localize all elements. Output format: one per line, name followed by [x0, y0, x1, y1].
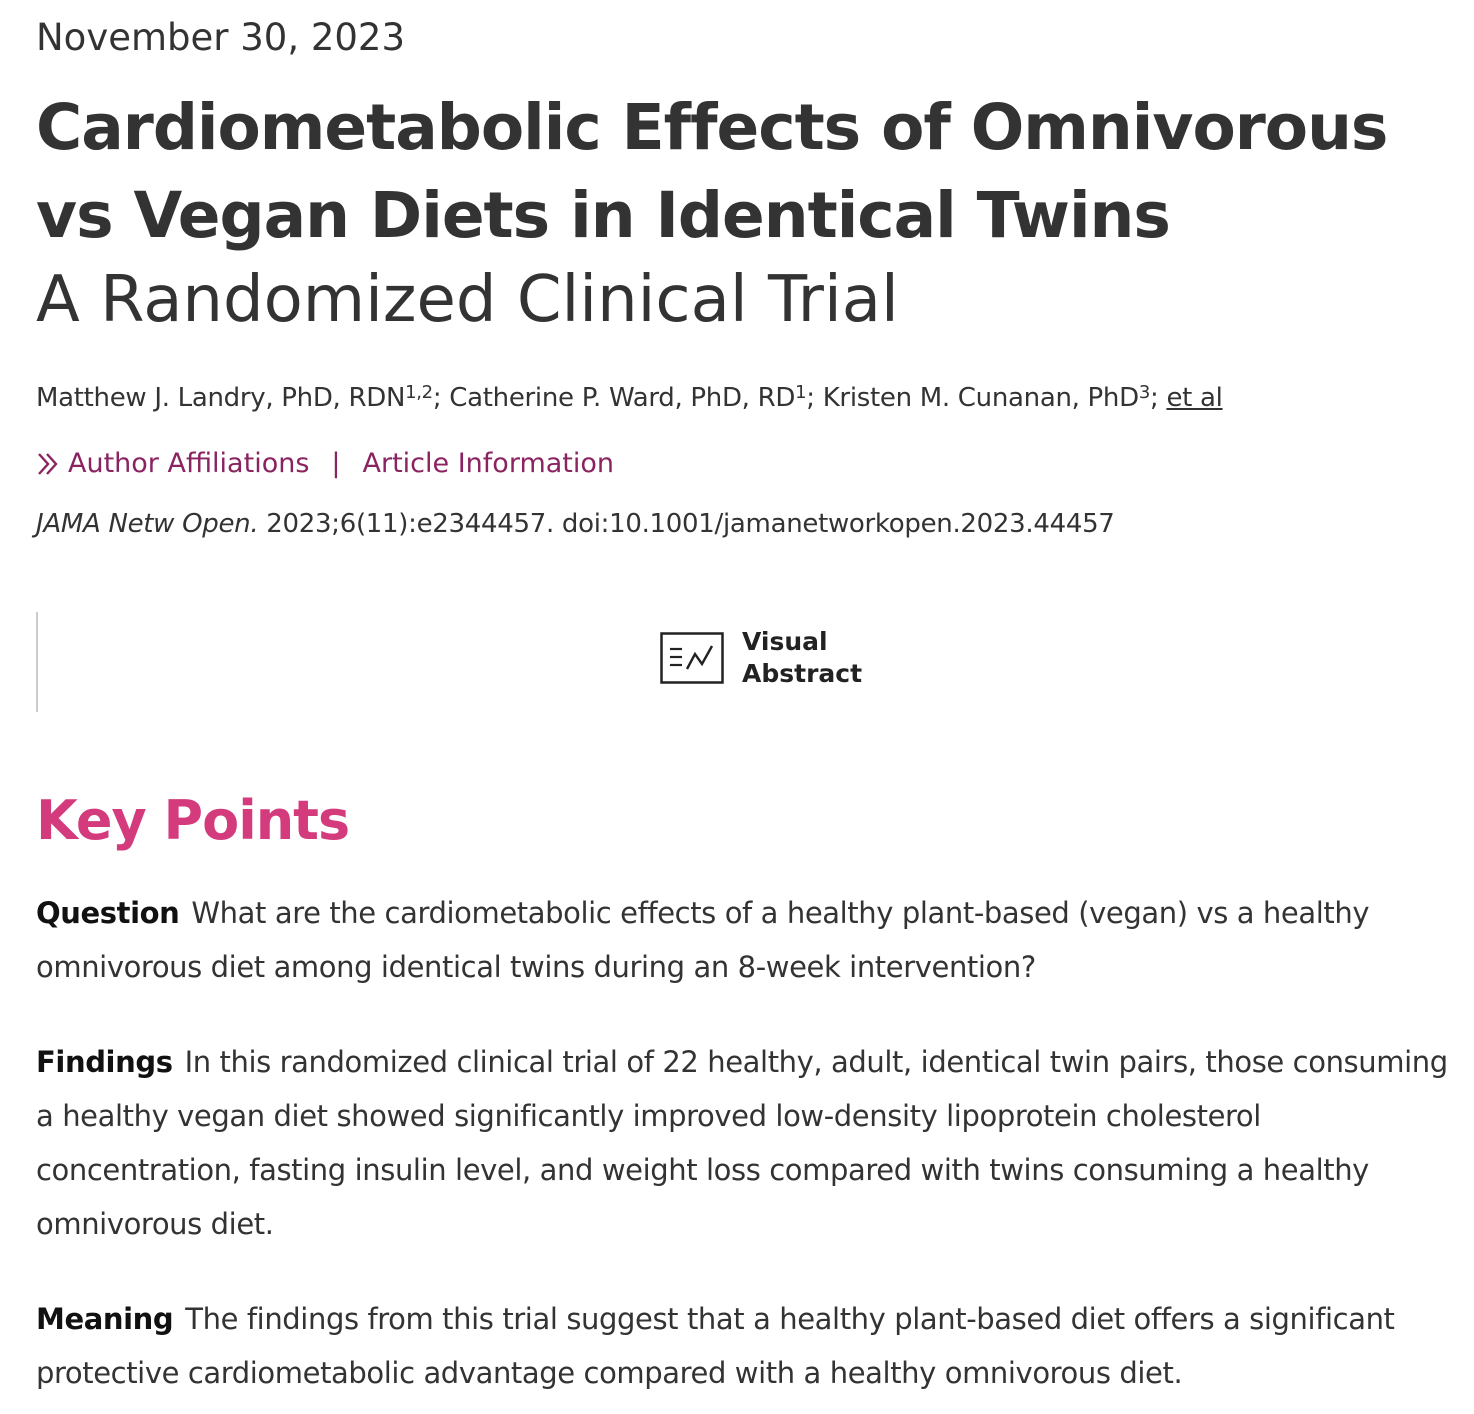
- article-title: Cardiometabolic Effects of Omnivorous vs…: [36, 91, 1388, 252]
- author-affiliations-link[interactable]: Author Affiliations: [68, 448, 310, 479]
- publication-date: November 30, 2023: [36, 16, 406, 59]
- key-point-text: In this randomized clinical trial of 22 …: [36, 1045, 1448, 1241]
- visual-abstract-label: Visual Abstract: [742, 626, 862, 690]
- visual-abstract-icon: [660, 632, 724, 684]
- visual-abstract-divider: [36, 612, 38, 712]
- key-point-label: Question: [36, 896, 180, 930]
- key-point-text: What are the cardiometabolic effects of …: [36, 896, 1370, 984]
- key-point-label: Findings: [36, 1045, 173, 1079]
- article-subtitle: A Randomized Clinical Trial: [36, 263, 899, 337]
- citation: JAMA Netw Open. 2023;6(11):e2344457. doi…: [36, 504, 1115, 544]
- et-al-link[interactable]: et al: [1166, 383, 1223, 413]
- visual-abstract-label-line1: Visual: [742, 627, 828, 656]
- author-name[interactable]: Matthew J. Landry, PhD, RDN: [36, 383, 406, 413]
- author-separator: ;: [1150, 383, 1167, 413]
- affiliation-marker: 1,2: [405, 382, 433, 403]
- key-point-findings: Findings In this randomized clinical tria…: [36, 1035, 1456, 1251]
- citation-reference: 2023;6(11):e2344457. doi:10.1001/jamanet…: [258, 509, 1115, 539]
- article-information-link[interactable]: Article Information: [362, 448, 615, 479]
- author-separator: ;: [806, 383, 823, 413]
- author-name[interactable]: Kristen M. Cunanan, PhD: [822, 383, 1139, 413]
- visual-abstract-button[interactable]: Visual Abstract: [660, 626, 862, 690]
- key-points-heading: Key Points: [36, 789, 350, 852]
- author-list: Matthew J. Landry, PhD, RDN1,2; Catherin…: [36, 378, 1223, 418]
- key-point-meaning: Meaning The findings from this trial sugg…: [36, 1292, 1456, 1400]
- affiliation-marker: 3: [1138, 382, 1150, 403]
- double-chevron-right-icon: [38, 453, 58, 475]
- affiliation-marker: 1: [795, 382, 807, 403]
- author-name[interactable]: Catherine P. Ward, PhD, RD: [449, 383, 796, 413]
- key-point-text: The findings from this trial suggest tha…: [36, 1302, 1395, 1390]
- key-point-label: Meaning: [36, 1302, 174, 1336]
- author-separator: ;: [432, 383, 450, 413]
- link-separator: |: [331, 448, 341, 479]
- visual-abstract-label-line2: Abstract: [742, 659, 863, 688]
- journal-name: JAMA Netw Open.: [36, 509, 259, 539]
- article-links: Author Affiliations | Article Informatio…: [36, 444, 614, 484]
- key-point-question: Question What are the cardiometabolic eff…: [36, 886, 1456, 994]
